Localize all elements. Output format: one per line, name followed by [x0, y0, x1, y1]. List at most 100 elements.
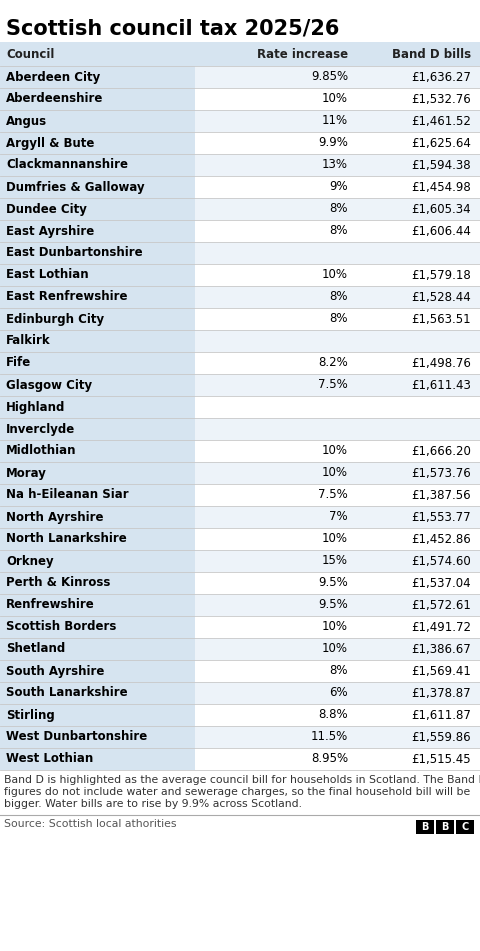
Text: £1,611.87: £1,611.87	[411, 708, 471, 722]
Bar	[0, 594, 195, 616]
Bar	[0, 704, 195, 726]
Text: 10%: 10%	[322, 643, 348, 655]
Text: £1,452.86: £1,452.86	[411, 533, 471, 546]
Bar	[0, 42, 480, 66]
Bar	[416, 820, 434, 834]
Bar	[0, 484, 195, 506]
Text: £1,569.41: £1,569.41	[411, 665, 471, 677]
Bar	[0, 176, 195, 198]
Bar	[0, 704, 480, 726]
Bar	[0, 726, 480, 748]
Text: 11.5%: 11.5%	[311, 730, 348, 744]
Text: 8%: 8%	[329, 224, 348, 238]
Bar	[0, 132, 195, 154]
Text: C: C	[461, 822, 468, 832]
Text: Shetland: Shetland	[6, 643, 65, 655]
Text: £1,378.87: £1,378.87	[411, 687, 471, 700]
Bar	[436, 820, 454, 834]
Bar	[0, 66, 195, 88]
Bar	[0, 462, 480, 484]
Text: Aberdeen City: Aberdeen City	[6, 70, 100, 84]
Text: 8%: 8%	[329, 665, 348, 677]
Bar	[0, 264, 480, 286]
Text: £1,537.04: £1,537.04	[411, 576, 471, 590]
Bar	[0, 528, 480, 550]
Bar	[0, 352, 480, 374]
Bar	[0, 176, 480, 198]
Bar	[456, 820, 474, 834]
Text: 11%: 11%	[322, 114, 348, 127]
Bar	[0, 198, 480, 220]
Text: East Lothian: East Lothian	[6, 268, 89, 281]
Text: West Dunbartonshire: West Dunbartonshire	[6, 730, 147, 744]
Text: Dumfries & Galloway: Dumfries & Galloway	[6, 181, 144, 193]
Text: 10%: 10%	[322, 620, 348, 633]
Bar	[0, 220, 480, 242]
Bar	[0, 286, 195, 308]
Bar	[0, 110, 480, 132]
Bar	[0, 330, 195, 352]
Text: Perth & Kinross: Perth & Kinross	[6, 576, 110, 590]
Bar	[0, 726, 195, 748]
Bar	[0, 242, 195, 264]
Bar	[0, 308, 480, 330]
Text: Argyll & Bute: Argyll & Bute	[6, 137, 95, 149]
Text: 9.85%: 9.85%	[311, 70, 348, 84]
Text: South Ayrshire: South Ayrshire	[6, 665, 104, 677]
Text: £1,625.64: £1,625.64	[411, 137, 471, 149]
Bar	[0, 154, 480, 176]
Text: 7.5%: 7.5%	[318, 378, 348, 392]
Text: Source: Scottish local athorities: Source: Scottish local athorities	[4, 819, 177, 829]
Bar	[0, 198, 195, 220]
Text: East Renfrewshire: East Renfrewshire	[6, 290, 128, 303]
Text: Rate increase: Rate increase	[257, 48, 348, 61]
Bar	[0, 264, 195, 286]
Text: West Lothian: West Lothian	[6, 752, 93, 766]
Text: Stirling: Stirling	[6, 708, 55, 722]
Text: 8%: 8%	[329, 313, 348, 325]
Bar	[0, 154, 195, 176]
Text: 9.5%: 9.5%	[318, 576, 348, 590]
Bar	[0, 220, 195, 242]
Text: 10%: 10%	[322, 467, 348, 479]
Bar	[0, 286, 480, 308]
Bar	[0, 682, 480, 704]
Bar	[0, 242, 480, 264]
Text: 8.2%: 8.2%	[318, 357, 348, 370]
Bar	[0, 748, 480, 770]
Bar	[0, 418, 480, 440]
Bar	[0, 572, 480, 594]
Bar	[0, 440, 195, 462]
Text: B: B	[441, 822, 449, 832]
Bar	[0, 132, 480, 154]
Bar	[0, 396, 195, 418]
Text: Band D bills: Band D bills	[392, 48, 471, 61]
Text: £1,572.61: £1,572.61	[411, 598, 471, 611]
Bar	[0, 418, 195, 440]
Bar	[0, 506, 480, 528]
Bar	[0, 550, 480, 572]
Text: 9.9%: 9.9%	[318, 137, 348, 149]
Bar	[0, 682, 195, 704]
Text: Midlothian: Midlothian	[6, 444, 76, 457]
Bar	[0, 638, 480, 660]
Text: 7.5%: 7.5%	[318, 489, 348, 501]
Text: £1,454.98: £1,454.98	[411, 181, 471, 193]
Text: 6%: 6%	[329, 687, 348, 700]
Text: £1,386.67: £1,386.67	[411, 643, 471, 655]
Bar	[0, 88, 195, 110]
Text: South Lanarkshire: South Lanarkshire	[6, 687, 128, 700]
Text: 10%: 10%	[322, 444, 348, 457]
Bar	[0, 88, 480, 110]
Text: Moray: Moray	[6, 467, 47, 479]
Bar	[0, 748, 195, 770]
Bar	[0, 660, 480, 682]
Text: figures do not include water and sewerage charges, so the final household bill w: figures do not include water and sewerag…	[4, 787, 470, 797]
Bar	[0, 440, 480, 462]
Bar	[0, 352, 195, 374]
Bar	[0, 396, 480, 418]
Text: Aberdeenshire: Aberdeenshire	[6, 92, 103, 106]
Bar	[0, 638, 195, 660]
Text: bigger. Water bills are to rise by 9.9% across Scotland.: bigger. Water bills are to rise by 9.9% …	[4, 799, 302, 809]
Text: Falkirk: Falkirk	[6, 335, 50, 347]
